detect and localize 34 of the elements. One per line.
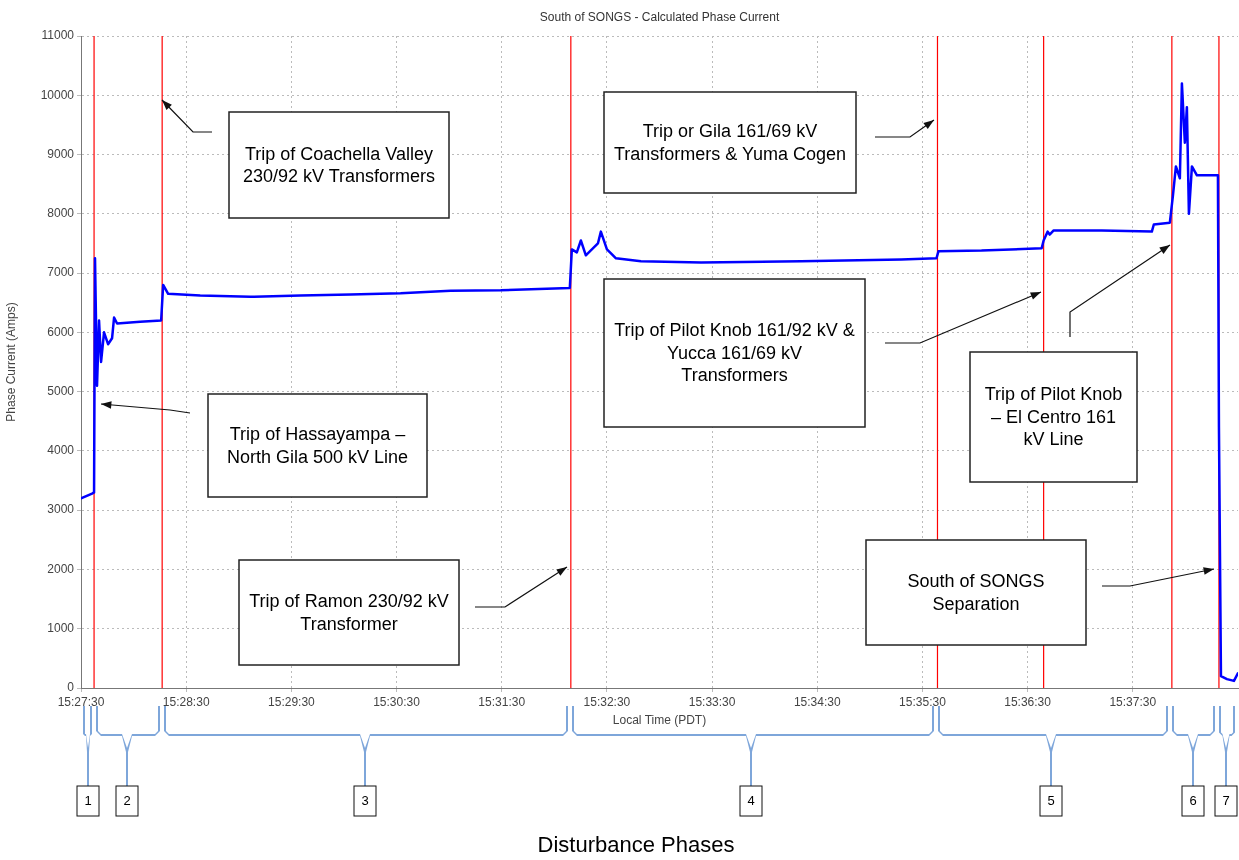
x-tick-label: 15:27:30 <box>57 694 105 709</box>
y-tick-label: 5000 <box>47 383 75 398</box>
annotation: Trip of Ramon 230/92 kV Transformer <box>248 590 450 636</box>
x-tick-label: 15:30:30 <box>373 694 421 709</box>
annotation: Trip or Gila 161/69 kV Transformers & Yuma Cogen <box>612 120 848 166</box>
y-tick-label: 11000 <box>41 28 75 43</box>
x-tick-label: 15:31:30 <box>478 694 526 709</box>
y-tick-label: 10000 <box>40 87 75 102</box>
annotation: Trip of Hassayampa – North Gila 500 kV Line <box>225 423 410 469</box>
chart-title: South of SONGS - Calculated Phase Current <box>539 10 780 25</box>
x-tick-label: 15:36:30 <box>1004 694 1052 709</box>
y-tick-label: 2000 <box>47 561 75 576</box>
y-tick-label: 7000 <box>47 265 75 280</box>
x-tick-label: 15:35:30 <box>899 694 947 709</box>
y-axis-title: Phase Current (Amps) <box>3 302 18 422</box>
y-tick-label: 6000 <box>47 324 75 339</box>
y-tick-label: 8000 <box>47 206 75 221</box>
y-tick-label: 9000 <box>47 146 75 161</box>
y-tick-label: 0 <box>67 680 75 695</box>
x-axis-title: Local Time (PDT) <box>612 713 707 728</box>
x-tick-label: 15:29:30 <box>268 694 316 709</box>
y-tick-label: 1000 <box>47 621 75 636</box>
x-tick-label: 15:34:30 <box>793 694 841 709</box>
text: Disturbance Phases <box>536 831 736 860</box>
y-tick-label: 3000 <box>47 502 75 517</box>
annotation: Trip of Coachella Valley 230/92 kV Transformers <box>241 142 437 188</box>
x-tick-label: 15:37:30 <box>1109 694 1157 709</box>
annotation: Trip of Pilot Knob – El Centro 161 kV Line <box>983 383 1124 452</box>
x-tick-label: 15:32:30 <box>583 694 631 709</box>
annotation: South of SONGS Separation <box>906 570 1046 616</box>
x-tick-label: 15:33:30 <box>688 694 736 709</box>
x-tick-label: 15:28:30 <box>162 694 210 709</box>
annotation: Trip of Pilot Knob 161/92 kV & Yucca 161/69 kV Transformers <box>613 319 856 388</box>
y-tick-label: 4000 <box>47 443 75 458</box>
